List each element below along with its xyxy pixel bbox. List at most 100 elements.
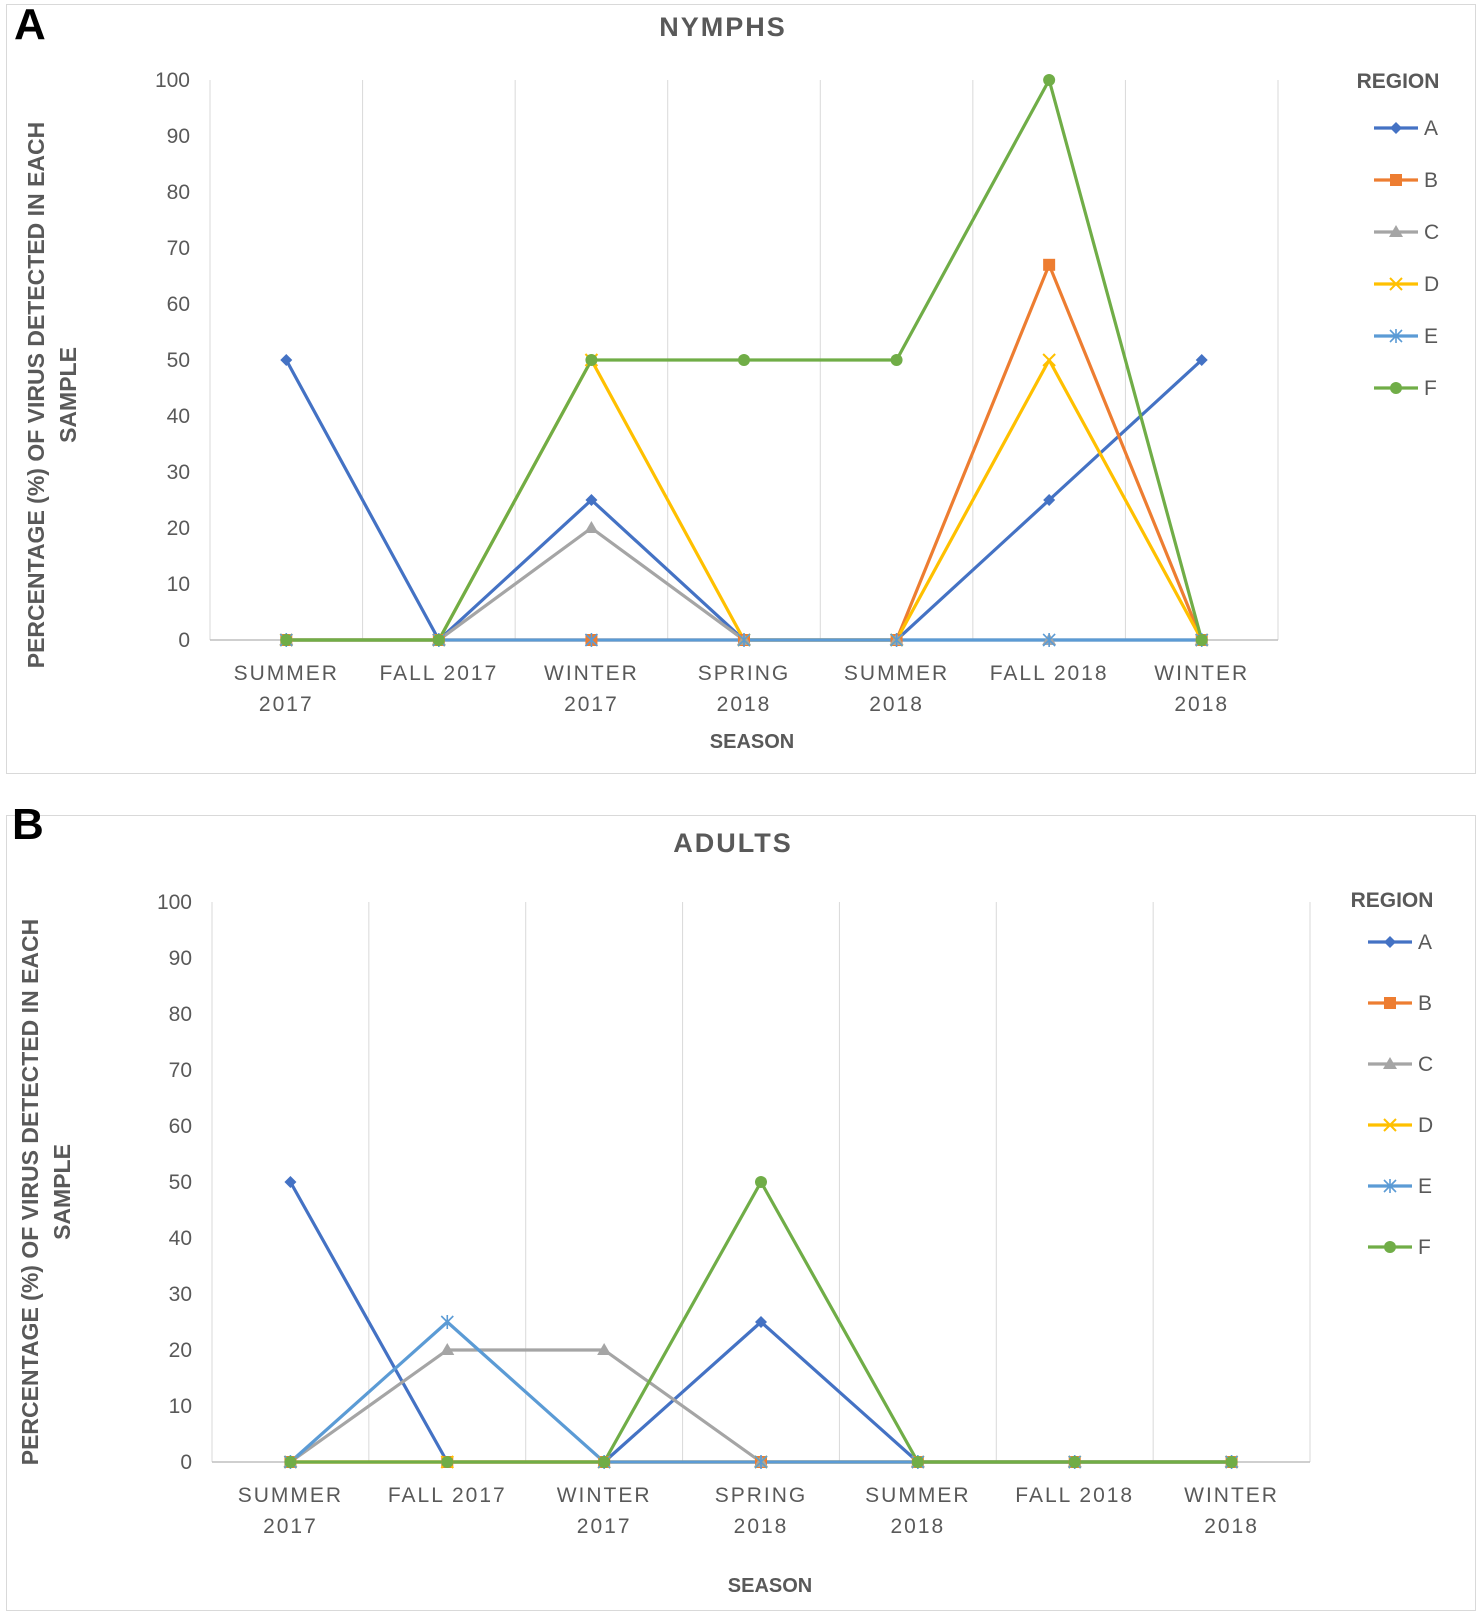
y-tick-label: 50 — [167, 349, 190, 372]
x-tick-label: 2018 — [717, 693, 772, 716]
y-tick-label: 0 — [178, 629, 190, 652]
x-tick-label: 2018 — [734, 1515, 789, 1538]
y-tick-label: 80 — [169, 1003, 192, 1026]
legend-label-d: D — [1424, 273, 1439, 296]
y-tick-label: 60 — [167, 293, 190, 316]
y-axis-title-line: SAMPLE — [49, 1144, 75, 1240]
series-a-point — [755, 1316, 767, 1328]
series-line-b — [286, 263, 1204, 642]
y-tick-label: 80 — [167, 181, 190, 204]
legend-marker-f — [1390, 382, 1402, 394]
x-tick-label: SUMMER — [844, 662, 949, 685]
x-tick-label: SPRING — [698, 662, 791, 685]
series-f-point — [755, 1176, 767, 1188]
chart-title: ADULTS — [673, 828, 793, 858]
y-tick-label: 70 — [169, 1059, 192, 1082]
y-tick-label: 60 — [169, 1115, 192, 1138]
panel-label-b: B — [12, 800, 44, 849]
legend-label-b: B — [1418, 992, 1432, 1015]
y-tick-label: 10 — [169, 1395, 192, 1418]
x-axis-title: SEASON — [710, 731, 794, 753]
x-tick-label: SUMMER — [865, 1484, 970, 1507]
series-b-point — [1043, 258, 1056, 271]
x-tick-label: 2018 — [890, 1515, 945, 1538]
y-tick-label: 30 — [167, 461, 190, 484]
legend-label-c: C — [1424, 221, 1439, 244]
series-f-point — [738, 354, 750, 366]
legend-marker-d — [1383, 1118, 1397, 1132]
x-tick-label: WINTER — [1184, 1484, 1279, 1507]
series-a-point — [284, 1176, 297, 1188]
x-tick-label: FALL 2017 — [388, 1484, 507, 1507]
y-tick-label: 50 — [169, 1171, 192, 1194]
legend-label-e: E — [1424, 325, 1438, 348]
legend-label-e: E — [1418, 1175, 1432, 1198]
series-line-e — [289, 1320, 1232, 1464]
y-axis-title-line: SAMPLE — [55, 347, 81, 443]
y-tick-label: 0 — [180, 1451, 192, 1474]
y-tick-label: 10 — [167, 573, 190, 596]
x-tick-label: SPRING — [715, 1484, 808, 1507]
series-f-point — [598, 1456, 611, 1468]
series-f-point — [1195, 634, 1208, 646]
y-tick-label: 100 — [155, 69, 190, 92]
series-a-point — [1195, 354, 1208, 366]
legend-marker-b — [1390, 174, 1402, 186]
series-f-point — [432, 634, 445, 646]
x-tick-label: 2017 — [577, 1515, 632, 1538]
x-tick-label: SUMMER — [238, 1484, 343, 1507]
series-f-point — [1043, 74, 1056, 86]
legend-marker-f — [1384, 1241, 1396, 1253]
legend-label-a: A — [1418, 931, 1432, 954]
legend-label-d: D — [1418, 1114, 1433, 1137]
legend-label-c: C — [1418, 1053, 1433, 1076]
x-tick-label: WINTER — [1154, 662, 1249, 685]
y-axis-title: PERCENTAGE (%) OF VIRUS DETECTED IN EACH… — [23, 122, 81, 669]
x-tick-label: 2018 — [869, 693, 924, 716]
chart-panel-b — [6, 815, 1476, 1611]
legend-marker-c — [1389, 225, 1403, 237]
series-a-point — [280, 354, 293, 366]
y-tick-label: 40 — [167, 405, 190, 428]
series-line-a — [284, 358, 1203, 642]
series-e-point — [584, 633, 598, 647]
legend-marker-d — [1389, 277, 1403, 291]
series-e-point — [890, 633, 904, 647]
y-axis-title-line: PERCENTAGE (%) OF VIRUS DETECTED IN EACH — [17, 919, 43, 1466]
y-tick-label: 40 — [169, 1227, 192, 1250]
y-axis-title: PERCENTAGE (%) OF VIRUS DETECTED IN EACH… — [17, 919, 75, 1466]
y-tick-label: 20 — [169, 1339, 192, 1362]
y-tick-label: 30 — [169, 1283, 192, 1306]
legend-marker-b — [1384, 997, 1396, 1009]
series-f-point — [1068, 1456, 1081, 1468]
series-f-point — [441, 1456, 454, 1468]
legend-marker-e — [1389, 329, 1403, 343]
series-c-point — [584, 521, 599, 533]
legend-label-a: A — [1424, 117, 1438, 140]
x-tick-label: WINTER — [544, 662, 639, 685]
series-f-point — [585, 354, 598, 366]
series-f-point — [284, 1456, 297, 1468]
x-tick-label: FALL 2017 — [379, 662, 498, 685]
legend-label-f: F — [1418, 1236, 1431, 1259]
x-tick-label: 2017 — [564, 693, 619, 716]
legend-title: REGION — [1357, 70, 1440, 93]
x-tick-label: 2017 — [263, 1515, 318, 1538]
series-f-point — [911, 1456, 924, 1468]
legend-marker-a — [1390, 122, 1402, 134]
x-axis-title: SEASON — [728, 1575, 812, 1597]
y-tick-label: 90 — [169, 947, 192, 970]
y-tick-label: 20 — [167, 517, 190, 540]
series-f-point — [280, 634, 293, 646]
x-tick-label: 2017 — [259, 693, 314, 716]
series-e-point — [440, 1315, 454, 1329]
series-e-point — [754, 1455, 768, 1469]
x-tick-label: SUMMER — [234, 662, 339, 685]
series-f-point — [1225, 1456, 1238, 1468]
x-tick-label: 2018 — [1174, 693, 1229, 716]
panel-label-a: A — [14, 0, 46, 49]
series-f-point — [890, 354, 903, 366]
legend-title: REGION — [1351, 889, 1434, 912]
series-line-c — [286, 526, 1202, 642]
y-axis-title-line: PERCENTAGE (%) OF VIRUS DETECTED IN EACH — [23, 122, 49, 669]
